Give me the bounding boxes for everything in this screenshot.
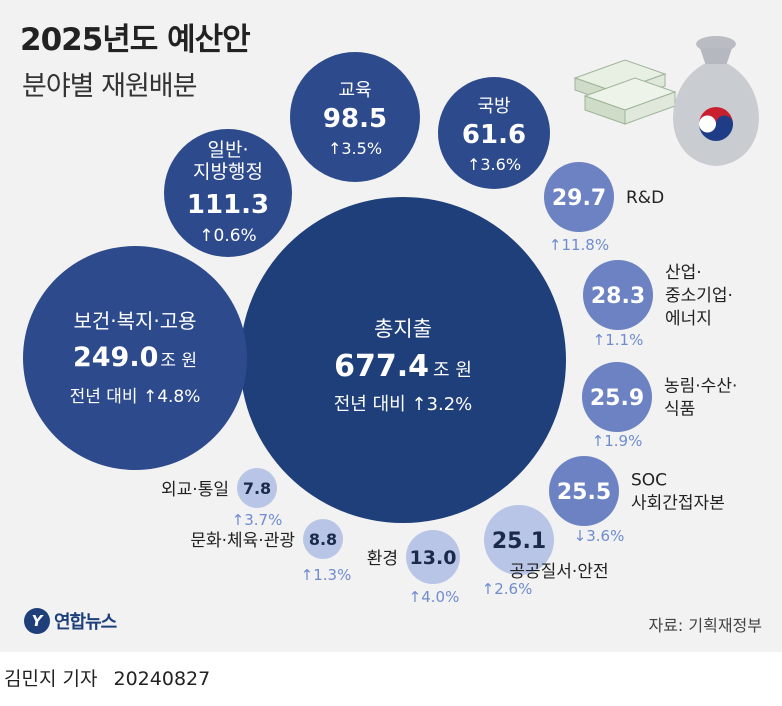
bubble-label: 교육: [338, 80, 371, 101]
bubble-change: 전년 대비 ↑4.8%: [70, 387, 201, 407]
bubble-label: 중소기업·: [665, 286, 733, 306]
bubble-change: ↑4.0%: [409, 588, 460, 606]
bubble-change: ↑3.7%: [232, 511, 283, 529]
bubble-value-line: 249.0 조 원: [73, 342, 197, 373]
yonhap-logo: Y 연합뉴스: [24, 608, 117, 634]
bubble-change: ↑3.6%: [467, 155, 521, 174]
bubble-label: 식품: [664, 400, 695, 420]
publish-date: 20240827: [113, 668, 211, 690]
bubble-change: ↑1.3%: [301, 566, 352, 584]
bubble-change: ↑11.8%: [549, 236, 609, 254]
bubble-change: 전년 대비 ↑3.2%: [334, 394, 473, 415]
bubble-label: 보건·복지·고용: [73, 309, 196, 333]
bubble-unit: 조 원: [160, 351, 197, 371]
money-stack-icon: [573, 59, 677, 125]
bubble: [237, 468, 277, 508]
bubble-value: 28.3: [591, 284, 645, 309]
bubble-label: 산업·: [665, 263, 702, 283]
bubble-value: 25.1: [492, 529, 546, 554]
page-subtitle: 분야별 재원배분: [22, 71, 197, 102]
bubble-label: R&D: [626, 188, 664, 208]
bubble-value: 25.5: [557, 480, 611, 505]
bubble-value: 29.7: [552, 186, 606, 211]
bubble-change: ↑2.6%: [482, 580, 533, 598]
bubble-value: 25.9: [590, 386, 644, 411]
bubble: [23, 246, 247, 470]
page-title: 2025년도 예산안: [20, 22, 251, 58]
bubble-value: 8.8: [309, 530, 337, 549]
bubble-change: ↓3.6%: [574, 527, 625, 545]
bubble-value: 13.0: [410, 547, 457, 569]
bubble-total: [240, 197, 566, 523]
bubble-value: 7.8: [243, 479, 271, 498]
bubble-label: 농림·수산·: [664, 377, 737, 397]
author-name: 김민지 기자: [4, 668, 98, 690]
bubble-label: 지방행정: [193, 161, 263, 183]
bubble-label: 외교·통일: [161, 480, 229, 500]
bubble-label: 공공질서·안전: [509, 562, 608, 582]
money-bag-icon: [673, 36, 759, 166]
bubble-change: ↑1.1%: [593, 331, 644, 349]
bubble: [582, 362, 652, 432]
source-note: 자료: 기획재정부: [648, 616, 762, 635]
footer: 김민지 기자 20240827: [4, 664, 210, 691]
bubble-label: 총지출: [374, 317, 432, 341]
bubble-value: 98.5: [323, 104, 387, 134]
bubble-value-line: 677.4 조 원: [334, 349, 472, 384]
bubble-value: 677.4: [334, 349, 429, 384]
bubble-change: ↑1.9%: [592, 432, 643, 450]
logo-text: 연합뉴스: [54, 612, 117, 633]
bubble-value: 61.6: [462, 120, 526, 150]
bubble: [544, 162, 614, 232]
bubble-label: 문화·체육·관광: [190, 531, 295, 551]
bubble: [290, 52, 420, 182]
bubble-change: ↑3.5%: [328, 139, 382, 158]
bubble-value: 111.3: [187, 190, 269, 220]
bubble: [549, 456, 619, 526]
bubble: [406, 530, 460, 584]
bubble-label: 에너지: [665, 309, 712, 329]
bubble: [164, 129, 292, 257]
bubble-label: 국방: [477, 96, 510, 117]
bubble: [583, 260, 653, 330]
bubble-label: 사회간접자본: [631, 494, 725, 514]
bubble-unit: 조 원: [433, 360, 472, 381]
bubble-value: 249.0: [73, 342, 158, 373]
bubble-label: 일반·: [208, 139, 249, 161]
logo-mark-icon: Y: [24, 608, 50, 634]
bubble: [438, 77, 550, 189]
bubble-label: 환경: [367, 549, 398, 569]
bubble: [303, 519, 343, 559]
bubble-label: SOC: [631, 471, 667, 491]
bubble-change: ↑0.6%: [199, 226, 256, 246]
bubble: [484, 505, 554, 575]
